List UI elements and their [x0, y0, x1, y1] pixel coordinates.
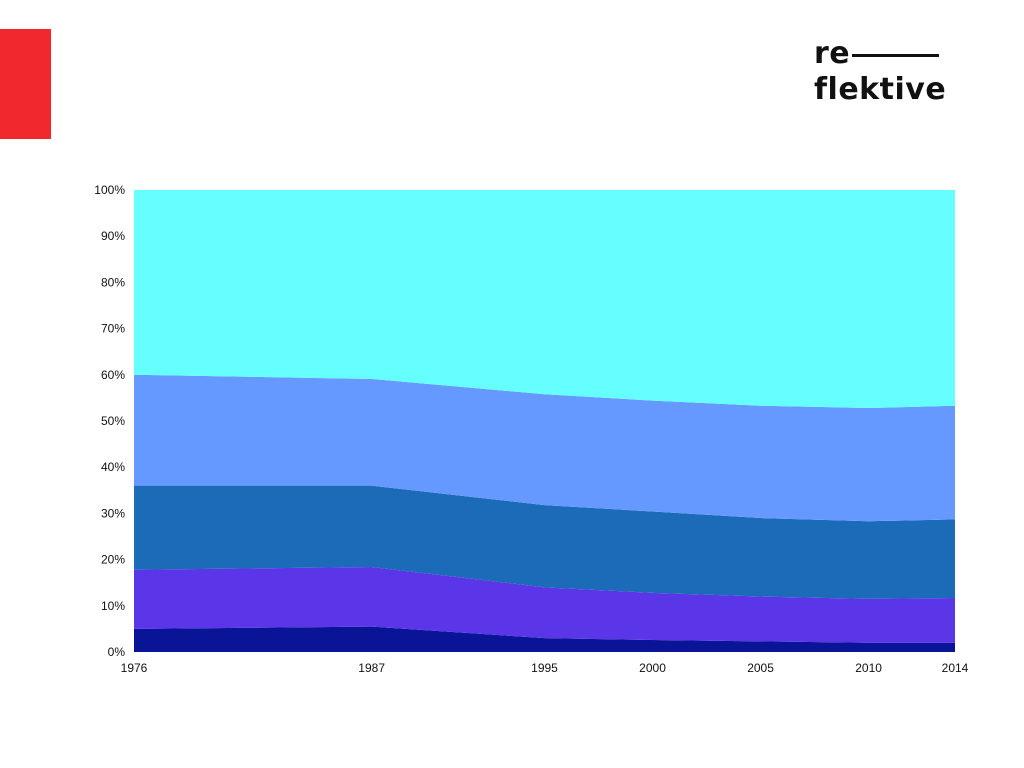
area-series-5: [134, 190, 955, 409]
y-tick-label: 50%: [101, 414, 125, 428]
y-tick-label: 30%: [101, 506, 125, 520]
logo-rule: [852, 53, 940, 57]
logo-line-1: re: [814, 36, 954, 72]
x-tick-label: 2005: [747, 661, 774, 675]
logo-text-flektive: flektive: [814, 72, 947, 107]
x-tick-label: 1987: [358, 661, 385, 675]
logo-text-re: re: [814, 36, 851, 71]
y-tick-label: 60%: [101, 368, 125, 382]
area-series-2: [134, 566, 955, 643]
x-tick-label: 1976: [121, 661, 148, 675]
y-tick-label: 70%: [101, 322, 125, 336]
y-tick-label: 10%: [101, 599, 125, 613]
y-tick-label: 80%: [101, 275, 125, 289]
area-series-4: [134, 374, 955, 522]
area-series-1: [134, 626, 955, 652]
chart-areas: [134, 190, 955, 652]
brand-logo: re flektive: [814, 36, 954, 108]
x-tick-label: 2014: [942, 661, 969, 675]
y-tick-label: 20%: [101, 553, 125, 567]
y-tick-label: 0%: [108, 645, 126, 659]
x-tick-label: 2000: [639, 661, 666, 675]
x-tick-label: 1995: [531, 661, 558, 675]
accent-bar: [0, 29, 51, 139]
y-tick-label: 40%: [101, 460, 125, 474]
area-series-3: [134, 485, 955, 599]
y-axis: 0% 10% 20% 30% 40% 50% 60% 70% 80% 90% 100%: [94, 183, 125, 659]
y-tick-label: 100%: [94, 183, 125, 197]
x-axis: 1976 1987 1995 2000 2005 2010 2014: [121, 661, 969, 675]
y-tick-label: 90%: [101, 229, 125, 243]
x-tick-label: 2010: [855, 661, 882, 675]
